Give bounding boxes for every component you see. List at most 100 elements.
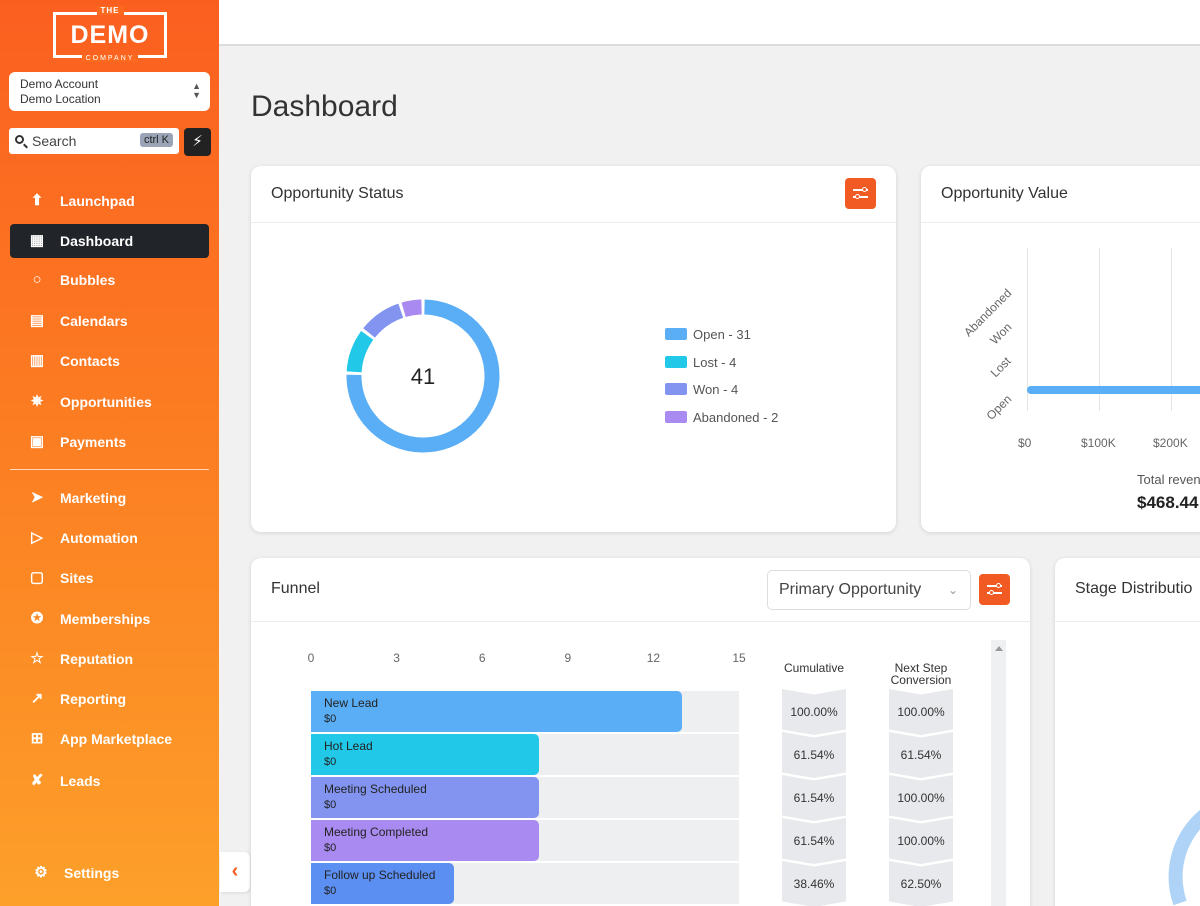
status-donut-chart [346, 299, 500, 453]
search-input[interactable]: Search ctrl K [9, 128, 179, 154]
sites-icon: ▢ [29, 569, 45, 586]
sidebar-item-memberships[interactable]: ✪ Memberships [10, 602, 209, 636]
account-location: Demo Location [20, 92, 101, 106]
opportunities-icon: ✵ [30, 393, 44, 410]
donut-slice-lost[interactable] [346, 330, 374, 373]
funnel-bar-track: Meeting Scheduled $0 [311, 777, 739, 818]
sidebar-item-label: Reputation [60, 651, 134, 667]
next-step-conversion-value: 100.00% [889, 775, 953, 821]
legend-swatch [665, 383, 687, 395]
x-tick-label: 9 [564, 651, 572, 665]
sidebar-item-sites[interactable]: ▢ Sites [10, 561, 209, 595]
cumulative-value: 61.54% [782, 775, 846, 821]
cumulative-value: 61.54% [782, 818, 846, 864]
sidebar-item-contacts[interactable]: ▥ Contacts [10, 344, 209, 378]
gear-icon: ⚙ [34, 864, 48, 881]
sidebar-item-app-marketplace[interactable]: ⊞ App Marketplace [10, 722, 209, 756]
legend-item[interactable]: Lost - 4 [665, 355, 736, 370]
funnel-stage-amount: $0 [324, 842, 337, 854]
sidebar-item-calendars[interactable]: ▤ Calendars [10, 304, 209, 338]
funnel-bar[interactable]: New Lead $0 [311, 691, 682, 732]
funnel-bar[interactable]: Meeting Scheduled $0 [311, 777, 540, 818]
sidebar-item-bubbles[interactable]: ○ Bubbles [10, 263, 209, 297]
sidebar: THE DEMO COMPANY Demo Account Demo Locat… [0, 0, 219, 906]
chevron-updown-icon: ▲ ▼ [192, 81, 201, 100]
funnel-bar-track: Meeting Completed $0 [311, 820, 739, 861]
next-step-header-line2: Conversion [890, 673, 952, 687]
sidebar-item-reputation[interactable]: ☆ Reputation [10, 642, 209, 676]
sidebar-item-label: Sites [60, 570, 94, 586]
logo-main-text: DEMO [70, 21, 150, 49]
grid-line [1099, 248, 1100, 411]
x-tick-label: 3 [393, 651, 400, 665]
open-value-bar [1027, 386, 1200, 394]
grid-line [1171, 248, 1172, 411]
automation-icon: ▷ [31, 529, 43, 546]
total-revenue-value: $468.44 [1137, 493, 1199, 512]
funnel-stage-amount: $0 [324, 885, 337, 897]
sidebar-item-launchpad[interactable]: ⬆ Launchpad [10, 184, 209, 218]
sidebar-item-automation[interactable]: ▷ Automation [10, 521, 209, 555]
legend-item[interactable]: Abandoned - 2 [665, 410, 778, 425]
pipeline-select[interactable]: Primary Opportunity ⌄ [767, 570, 971, 610]
pipeline-select-value: Primary Opportunity [779, 581, 922, 598]
legend-item[interactable]: Open - 31 [665, 327, 751, 342]
account-name: Demo Account [20, 77, 99, 91]
y-tick-label: Lost [988, 354, 1014, 380]
sidebar-item-label: App Marketplace [60, 731, 173, 747]
sidebar-item-settings[interactable]: ⚙ Settings [14, 856, 213, 890]
sidebar-item-leads[interactable]: ✘ Leads [10, 764, 209, 798]
search-icon [15, 135, 24, 144]
scrollbar[interactable] [991, 640, 1006, 906]
card-title: Opportunity Value [941, 185, 1068, 202]
contacts-icon: ▥ [29, 352, 45, 369]
quick-action-button[interactable]: ⚡︎ [184, 128, 211, 156]
funnel-bar[interactable]: Follow up Scheduled $0 [311, 863, 454, 904]
page-title: Dashboard [251, 90, 398, 123]
launchpad-icon: ⬆ [30, 192, 44, 209]
funnel-bar[interactable]: Meeting Completed $0 [311, 820, 540, 861]
funnel-bar-track: New Lead $0 [311, 691, 739, 732]
send-icon: ➤ [30, 489, 44, 506]
funnel-stage-amount: $0 [324, 756, 337, 768]
legend-item[interactable]: Won - 4 [665, 382, 738, 397]
sidebar-item-dashboard[interactable]: ▦ Dashboard [10, 224, 209, 258]
sidebar-item-payments[interactable]: ▣ Payments [10, 425, 209, 459]
legend-label: Lost - 4 [693, 355, 737, 370]
x-tick-label: 6 [478, 651, 486, 665]
sidebar-item-label: Marketing [60, 490, 127, 506]
funnel-stage-amount: $0 [324, 713, 337, 725]
chevron-down-icon: ⌄ [947, 583, 958, 597]
sidebar-item-reporting[interactable]: ↗ Reporting [10, 682, 209, 716]
payments-icon: ▣ [29, 433, 45, 450]
nav-divider [10, 469, 209, 470]
x-tick-label: 12 [646, 651, 661, 665]
cumulative-header: Cumulative [783, 661, 845, 675]
apps-grid-icon: ⊞ [30, 730, 44, 747]
x-tick-label: $100K [1081, 436, 1116, 450]
funnel-stage-name: Follow up Scheduled [324, 868, 436, 882]
donut-slice-open[interactable] [346, 299, 500, 453]
card-title: Funnel [271, 580, 320, 597]
trend-icon: ↗ [30, 690, 44, 707]
star-icon: ☆ [30, 650, 44, 667]
donut-slice-won[interactable] [363, 303, 404, 338]
next-step-conversion-value: 100.00% [889, 689, 953, 735]
sidebar-item-label: Bubbles [60, 272, 116, 288]
search-placeholder: Search [32, 133, 77, 149]
sidebar-item-opportunities[interactable]: ✵ Opportunities [10, 385, 209, 419]
opportunity-status-card: Opportunity Status 41 Open - 31 Lost - 4 W… [251, 166, 896, 532]
sidebar-item-label: Automation [60, 530, 138, 546]
company-logo[interactable]: THE DEMO COMPANY [53, 6, 167, 62]
legend-swatch [665, 328, 687, 340]
x-tick-label: 0 [307, 651, 315, 665]
sidebar-item-marketing[interactable]: ➤ Marketing [10, 481, 209, 515]
collapse-sidebar-button[interactable]: ‹ [220, 852, 250, 892]
account-switcher[interactable]: Demo Account Demo Location ▲ ▼ [9, 72, 210, 111]
sidebar-item-label: Payments [60, 434, 127, 450]
donut-slice-abandoned[interactable] [401, 299, 422, 318]
funnel-bar[interactable]: Hot Lead $0 [311, 734, 540, 775]
filter-button[interactable] [979, 574, 1010, 605]
filter-button[interactable] [845, 178, 876, 209]
x-tick-label: 15 [732, 651, 746, 665]
